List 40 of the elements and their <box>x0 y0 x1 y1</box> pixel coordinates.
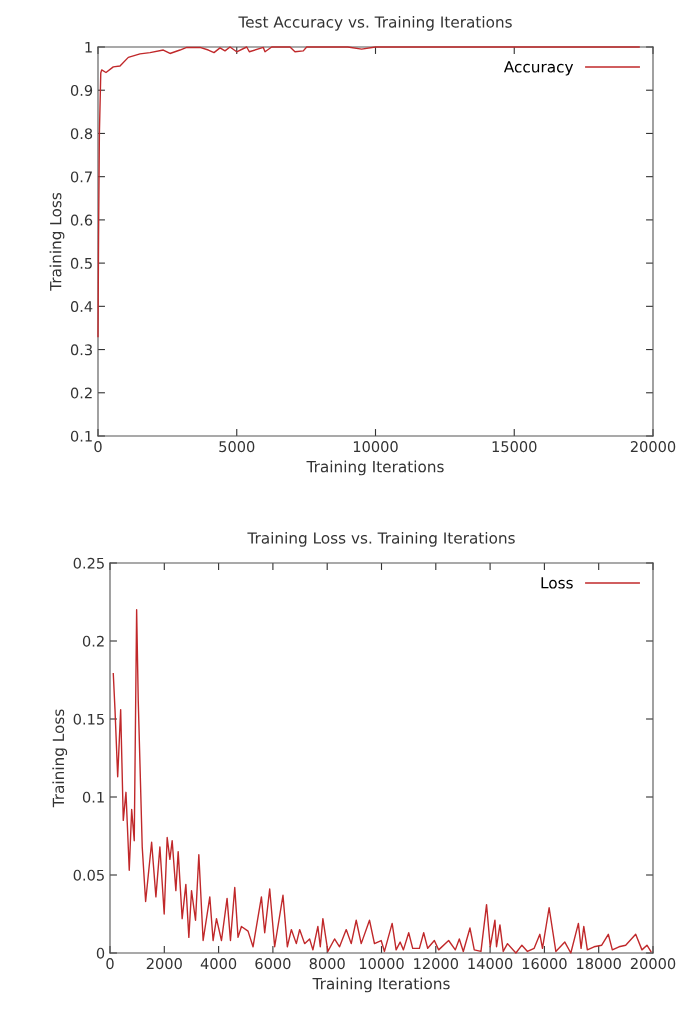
y-tick-label: 0.8 <box>70 128 93 140</box>
x-axis-title: Training Iterations <box>306 460 444 476</box>
y-tick-label: 0.15 <box>73 713 104 725</box>
x-tick-label: 5000 <box>219 441 255 453</box>
x-tick-label: 16000 <box>522 958 567 970</box>
y-tick-label: 0.5 <box>70 257 92 269</box>
y-tick-label: 1 <box>85 41 92 53</box>
y-axis-title: Training Loss <box>49 192 65 291</box>
x-tick-label: 10000 <box>353 441 398 453</box>
x-axis-title: Training Iterations <box>312 977 450 993</box>
y-tick-label: 0.25 <box>73 557 104 569</box>
y-tick-label: 0.2 <box>82 635 104 647</box>
line-series <box>97 46 640 338</box>
y-tick-label: 0.2 <box>70 387 92 399</box>
y-tick-label: 0.1 <box>70 430 92 442</box>
chart-title: Training Loss vs. Training Iterations <box>247 531 515 547</box>
y-axis-title: Training Loss <box>52 709 68 808</box>
y-tick-label: 0.6 <box>70 214 93 226</box>
x-tick-label: 20000 <box>630 441 676 453</box>
x-tick-label: 20000 <box>630 958 676 970</box>
x-tick-label: 14000 <box>468 958 513 970</box>
chart-title: Test Accuracy vs. Training Iterations <box>238 15 512 31</box>
x-tick-label: 6000 <box>255 958 291 970</box>
y-tick-label: 0.1 <box>82 791 104 803</box>
y-tick-label: 0.3 <box>70 344 92 356</box>
x-tick-label: 4000 <box>200 958 237 970</box>
legend-label: Loss <box>541 577 573 589</box>
legend-label: Accuracy <box>503 61 574 76</box>
x-tick-label: 8000 <box>309 958 345 970</box>
x-tick-label: 2000 <box>146 958 182 970</box>
y-tick-label: 0.7 <box>70 171 92 183</box>
x-tick-label: 18000 <box>577 958 621 970</box>
x-tick-label: 10000 <box>359 958 404 970</box>
y-tick-label: 0.4 <box>70 301 93 313</box>
x-tick-label: 12000 <box>414 958 459 970</box>
x-tick-label: 0 <box>106 958 114 970</box>
y-tick-label: 0.9 <box>70 84 93 96</box>
y-tick-label: 0 <box>96 947 105 959</box>
y-tick-label: 0.05 <box>73 869 104 881</box>
x-tick-label: 15000 <box>492 441 537 453</box>
